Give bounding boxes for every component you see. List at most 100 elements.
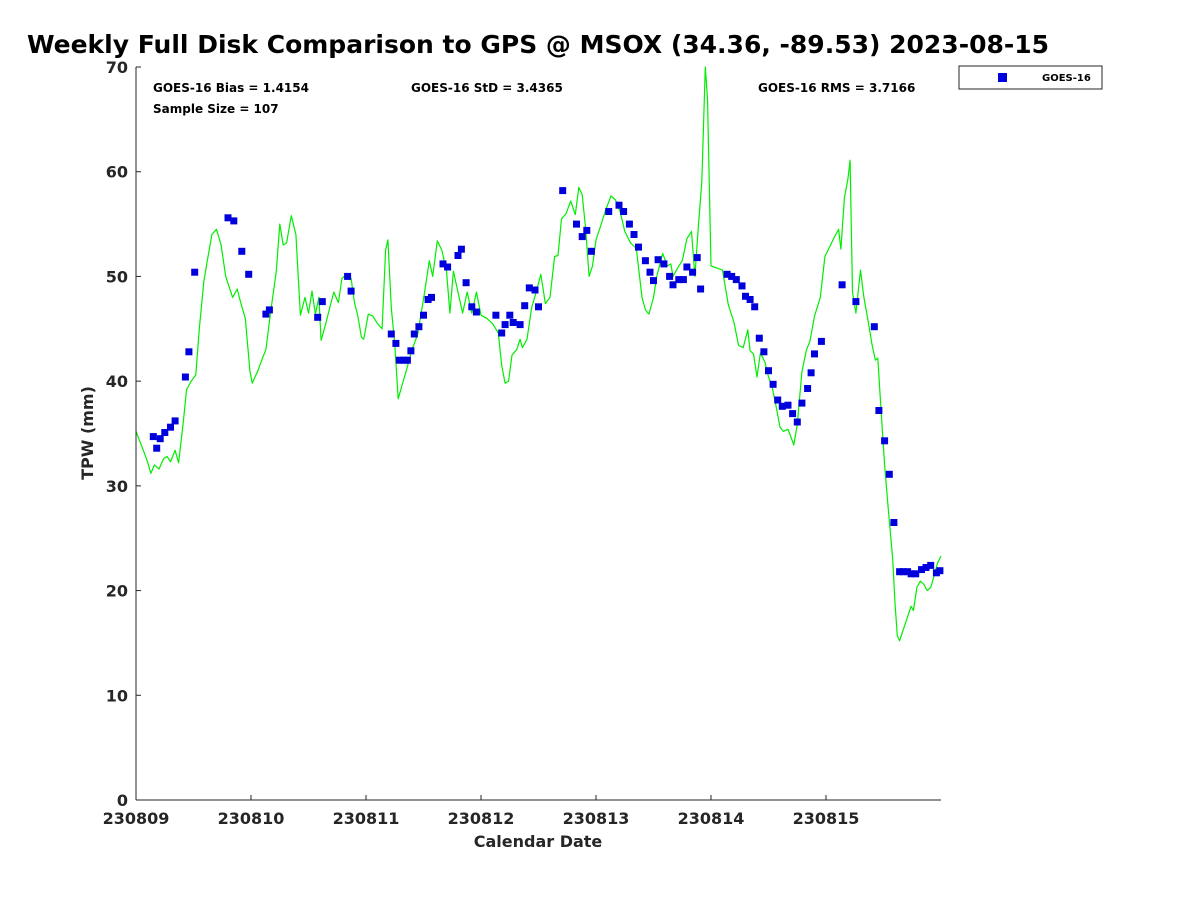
goes16-point: [789, 410, 797, 418]
goes16-point: [927, 561, 935, 569]
plot-area: [135, 66, 944, 642]
goes16-point: [669, 281, 677, 289]
goes16-point: [912, 570, 920, 578]
goes16-point: [501, 321, 509, 329]
goes16-point: [238, 247, 246, 255]
chart-title: Weekly Full Disk Comparison to GPS @ MSO…: [27, 30, 1049, 59]
goes16-point: [403, 356, 411, 364]
x-tick-label: 230815: [793, 809, 860, 828]
goes16-point: [156, 435, 164, 443]
y-tick-label: 30: [106, 477, 128, 496]
y-tick-label: 40: [106, 372, 128, 391]
goes16-point: [679, 276, 687, 284]
goes16-point: [697, 285, 705, 293]
goes16-point: [807, 369, 815, 377]
goes16-point: [870, 323, 878, 331]
goes16-point: [245, 270, 253, 278]
goes16-point: [224, 214, 232, 222]
goes16-point: [742, 292, 749, 300]
x-tick-label: 230810: [218, 809, 285, 828]
goes16-point: [620, 208, 628, 215]
goes16-point: [746, 296, 754, 303]
goes16-point: [605, 208, 613, 215]
goes16-point: [811, 350, 818, 358]
x-tick-label: 230813: [563, 809, 630, 828]
goes16-point: [439, 260, 447, 268]
gps-tpw-line: [135, 66, 942, 642]
goes16-point: [907, 570, 915, 578]
goes16-point: [635, 243, 642, 251]
goes16-point: [387, 330, 395, 338]
goes16-point: [765, 367, 772, 375]
y-axis-label: TPW (mm): [78, 386, 97, 480]
goes16-point: [395, 356, 403, 364]
goes16-point: [454, 252, 462, 259]
goes16-point: [462, 279, 470, 287]
goes16-point: [793, 418, 801, 426]
goes16-point: [654, 256, 662, 264]
goes16-point: [181, 373, 189, 381]
goes16-point: [881, 437, 889, 445]
goes16-point: [472, 308, 480, 316]
goes16-point: [344, 272, 352, 280]
goes16-point: [525, 284, 533, 292]
goes16-point: [262, 310, 270, 318]
goes16-point: [230, 217, 238, 225]
x-axis-label: Calendar Date: [474, 832, 603, 851]
goes16-point: [265, 306, 273, 314]
goes16-point: [922, 564, 930, 571]
goes16-point: [468, 303, 476, 311]
goes16-series-group: [149, 187, 944, 578]
goes16-point: [918, 566, 925, 574]
goes16-point: [347, 287, 355, 295]
goes16-point: [693, 254, 701, 262]
goes16-point: [167, 423, 174, 431]
x-tick-label: 230814: [678, 809, 745, 828]
goes16-point: [885, 470, 893, 478]
gps-series-group: [135, 66, 942, 642]
y-tick-label: 10: [106, 686, 128, 705]
goes16-point: [728, 272, 736, 280]
goes16-point: [149, 433, 157, 441]
goes16-point: [509, 319, 517, 326]
goes16-point: [587, 247, 595, 255]
goes16-point: [314, 313, 322, 321]
goes16-point: [407, 347, 415, 355]
y-tick-label: 20: [106, 582, 128, 601]
goes16-point: [755, 334, 763, 342]
goes16-point: [650, 277, 657, 285]
legend-label-goes16: GOES-16: [1042, 73, 1091, 84]
goes16-point: [838, 281, 846, 289]
goes16-point: [531, 286, 539, 294]
goes16-point: [778, 402, 786, 410]
goes16-point: [689, 268, 697, 276]
goes16-point: [457, 245, 465, 253]
legend: GOES-16: [958, 65, 1103, 90]
goes16-point: [817, 337, 825, 345]
goes16-point: [171, 417, 179, 425]
goes16-point: [153, 444, 161, 452]
goes16-point: [578, 233, 586, 241]
x-tick-label: 230811: [333, 809, 400, 828]
goes16-point: [760, 348, 768, 356]
y-tick-label: 0: [117, 791, 128, 810]
goes16-point: [769, 380, 777, 388]
goes16-point: [899, 568, 907, 576]
y-tick-label: 70: [106, 58, 128, 77]
goes16-point: [506, 311, 514, 319]
goes16-point: [784, 401, 792, 409]
goes16-point: [185, 348, 193, 356]
goes16-point: [318, 298, 326, 306]
goes16-point: [666, 272, 674, 280]
goes16-point: [392, 339, 400, 347]
goes16-point: [625, 220, 633, 228]
goes16-point: [428, 293, 435, 301]
goes16-point: [751, 303, 759, 311]
goes16-point: [420, 311, 427, 319]
goes16-point: [774, 396, 782, 404]
x-tick-label: 230809: [103, 809, 170, 828]
goes16-point: [415, 323, 423, 331]
stat-bias: GOES-16 Bias = 1.4154: [153, 81, 309, 95]
